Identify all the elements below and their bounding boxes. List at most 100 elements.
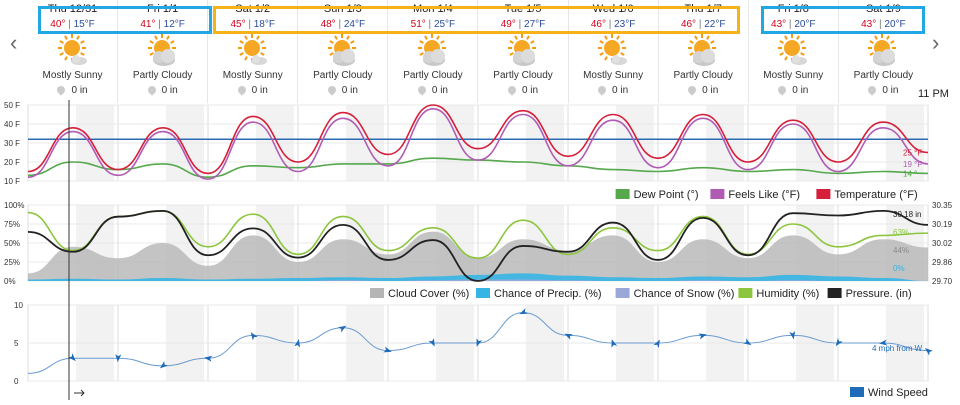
day-name: Sat 1/2	[235, 3, 271, 15]
raindrop-icon	[866, 84, 878, 97]
humidity-series	[27, 210, 929, 260]
mostly-sunny-icon	[52, 32, 94, 70]
day-name: Mon 1/4	[413, 3, 453, 15]
y-tick-label-right: 29.70	[932, 277, 953, 286]
y-tick-label: 40 F	[4, 120, 20, 129]
y-tick-label-right: 30.19	[932, 220, 953, 229]
wind-direction-arrow	[383, 346, 392, 353]
low-temp: 25°F	[433, 19, 456, 30]
wind-direction-arrow	[789, 330, 796, 340]
low-temp: 18°F	[253, 19, 275, 30]
legend-label: Pressure. (in)	[846, 288, 912, 300]
pressure-series	[27, 209, 929, 282]
precip-amount: 0 in	[749, 84, 838, 97]
precip-value: 0 in	[521, 85, 539, 96]
y-tick-label-right: 30.02	[932, 239, 953, 248]
legend-label: Feels Like (°F)	[728, 189, 800, 201]
day-name: Thu 1/7	[684, 3, 722, 15]
y-tick-label: 30 F	[4, 139, 20, 148]
previous-days-button[interactable]: ‹	[10, 30, 18, 55]
mostly-sunny-icon	[592, 32, 634, 70]
low-temp: 20°F	[884, 19, 906, 30]
wind-direction-arrow	[250, 332, 258, 341]
legend-label: Chance of Precip. (%)	[494, 288, 602, 300]
precip-amount: 0 in	[298, 84, 387, 97]
low-temp: 23°F	[614, 19, 636, 30]
next-days-button[interactable]: ›	[932, 30, 940, 55]
y-tick-label: 0%	[4, 277, 16, 286]
wind-direction-arrow	[68, 353, 76, 362]
condition-text: Partly Cloudy	[493, 70, 553, 81]
y-tick-label: 10	[14, 301, 23, 310]
partly-cloudy-icon	[142, 32, 184, 70]
raindrop-icon	[776, 84, 788, 97]
y-tick-label: 10 F	[4, 177, 20, 186]
day-column[interactable]: Tue 1/5 49° | 27°F Partly Cloudy 0 in	[477, 0, 567, 103]
wind-direction-arrow	[428, 338, 435, 347]
day-name: Wed 1/6	[592, 3, 634, 15]
y-tick-label: 100%	[4, 201, 24, 210]
raindrop-icon	[236, 84, 248, 97]
series-end-label: 14 °	[903, 169, 917, 178]
raindrop-icon	[145, 84, 158, 97]
precip-value: 0 in	[71, 85, 88, 96]
legend-swatch	[370, 288, 384, 298]
day-temps: 41° | 12°F	[140, 19, 185, 30]
day-column[interactable]: Sat 1/9 43° | 20°F Partly Cloudy 0 in	[837, 0, 928, 103]
day-column[interactable]: Thu 1/7 46° | 22°F Partly Cloudy 0 in	[657, 0, 748, 103]
condition-text: Partly Cloudy	[403, 70, 463, 81]
day-temps: 43° | 20°F	[771, 19, 816, 30]
day-name: Sun 1/3	[323, 3, 362, 15]
y-tick-label: 50%	[4, 239, 20, 248]
wind-direction-arrow	[115, 354, 122, 363]
legend-label: Wind Speed	[868, 387, 928, 399]
precip-value: 0 in	[792, 85, 809, 96]
day-column[interactable]: Thu 12/31 40° | 15°F Mostly Sunny 0 in	[28, 0, 117, 103]
precip-value: 0 in	[431, 85, 448, 96]
legend-label: Humidity (%)	[756, 288, 819, 300]
high-temp: 43°	[861, 19, 877, 30]
condition-text: Mostly Sunny	[763, 70, 824, 81]
wind-direction-arrow	[743, 338, 752, 346]
partly-cloudy-icon	[862, 32, 904, 70]
raindrop-icon	[326, 84, 338, 97]
wind-direction-arrow	[294, 339, 301, 348]
condition-text: Mostly Sunny	[42, 70, 103, 81]
day-column[interactable]: Fri 1/8 43° | 20°F Mostly Sunny 0 in	[747, 0, 838, 103]
condition-text: Mostly Sunny	[222, 70, 283, 81]
mostly-sunny-icon	[232, 32, 274, 70]
legend-swatch	[827, 288, 842, 298]
raindrop-icon	[416, 84, 428, 97]
y-tick-label: 20 F	[4, 158, 20, 167]
partly-cloudy-icon	[502, 32, 544, 70]
low-temp: 22°F	[704, 19, 726, 30]
day-column[interactable]: Sun 1/3 48° | 24°F Partly Cloudy 0 in	[297, 0, 387, 103]
wind-direction-arrow	[879, 339, 888, 346]
y-tick-label: 75%	[4, 220, 20, 229]
wind-direction-arrow	[611, 339, 618, 348]
mostly-sunny-icon	[772, 32, 814, 70]
wind-direction-arrow	[159, 360, 168, 369]
precip-value: 0 in	[341, 85, 358, 96]
low-temp: 20°F	[794, 19, 816, 30]
precip-amount: 0 in	[28, 84, 117, 97]
low-temp: 27°F	[524, 19, 546, 30]
day-column[interactable]: Mon 1/4 51° | 25°F Partly Cloudy 0 in	[387, 0, 477, 103]
day-name: Fri 1/8	[777, 3, 809, 15]
day-column[interactable]: Wed 1/6 46° | 23°F Mostly Sunny 0 in	[567, 0, 658, 103]
high-temp: 48°	[320, 19, 336, 30]
raindrop-icon	[506, 84, 518, 97]
precip-amount: 0 in	[659, 84, 748, 97]
y-tick-label: 0	[14, 377, 19, 386]
precip-amount: 0 in	[569, 84, 658, 97]
raindrop-icon	[686, 84, 698, 97]
day-column[interactable]: Sat 1/2 45° | 18°F Mostly Sunny 0 in	[207, 0, 297, 103]
day-name: Sat 1/9	[865, 3, 901, 15]
legend-label: Temperature (°F)	[834, 189, 917, 201]
day-column[interactable]: Fri 1/1 41° | 12°F Partly Cloudy 0 in	[117, 0, 207, 103]
wind-direction-arrow	[564, 333, 573, 340]
hourly-charts: 50 F 40 F 30 F 20 F 10 F 25 °F 19 °F14 ° Temper…	[4, 100, 953, 400]
partly-cloudy-icon	[682, 32, 724, 70]
day-temps: 46° | 23°F	[590, 19, 636, 30]
raindrop-icon	[55, 84, 68, 97]
